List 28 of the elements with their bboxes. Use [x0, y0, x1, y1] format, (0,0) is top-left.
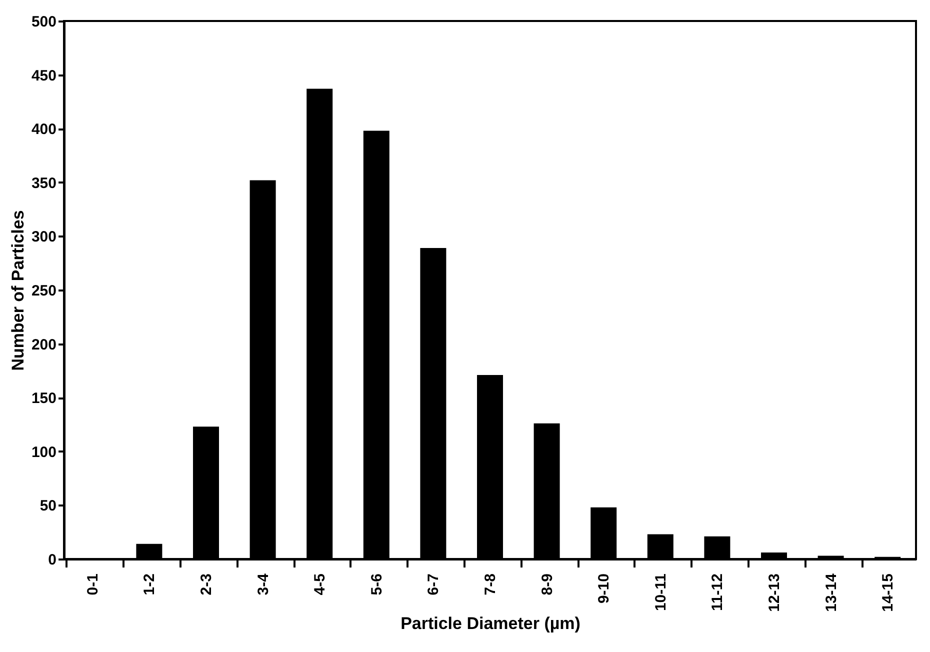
x-tick-label: 14-15	[880, 574, 897, 612]
x-tick-label: 3-4	[254, 572, 272, 596]
x-tick-label: 1-2	[141, 574, 158, 596]
y-tick-label: 50	[40, 498, 56, 515]
y-axis-title: Number of Particles	[8, 210, 28, 371]
y-tick-label: 400	[31, 121, 56, 138]
x-tick-label: 6-7	[425, 574, 442, 596]
x-axis-title: Particle Diameter (µm)	[400, 614, 580, 633]
x-tick-label: 2-3	[198, 574, 215, 596]
y-tick-label: 300	[31, 228, 56, 246]
x-tick-label: 11-12	[709, 574, 726, 612]
x-tick-label: 10-11	[652, 574, 670, 612]
y-tick-label: 100	[31, 444, 56, 461]
x-tick-label: 0-1	[84, 574, 102, 596]
x-tick-label: 4-5	[312, 574, 329, 596]
y-tick-label: 200	[31, 336, 56, 354]
x-tick-label: 13-14	[822, 572, 840, 612]
y-tick-label: 250	[31, 282, 56, 300]
y-tick-label: 500	[31, 14, 56, 30]
x-tick-label: 5-6	[368, 574, 386, 596]
y-tick-label: 0	[48, 552, 56, 568]
y-tick-label: 350	[31, 174, 56, 192]
y-tick-label: 150	[31, 390, 56, 408]
y-tick-label: 450	[31, 67, 56, 84]
x-tick-label: 8-9	[538, 574, 556, 596]
x-tick-label: 9-10	[596, 574, 613, 604]
x-tick-label: 12-13	[766, 574, 783, 612]
x-tick-label: 7-8	[482, 574, 499, 596]
